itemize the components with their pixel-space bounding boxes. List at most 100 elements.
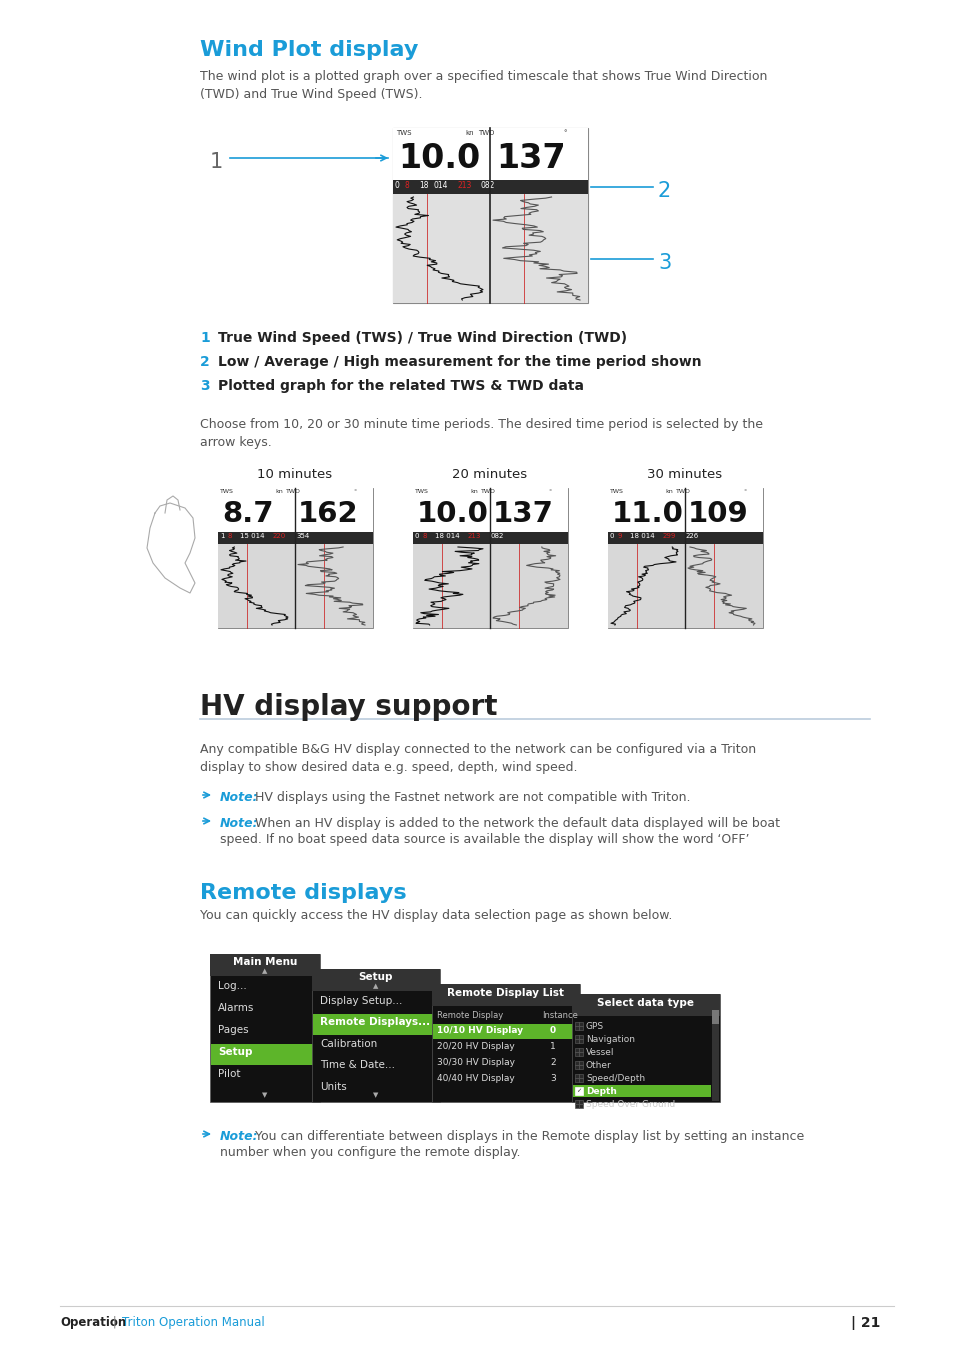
Text: 15 014: 15 014 (240, 533, 264, 539)
Text: TWS: TWS (415, 489, 429, 494)
Bar (312, 969, 439, 991)
Text: 226: 226 (685, 533, 699, 539)
Bar (575, 1087, 582, 1095)
Text: 082: 082 (480, 181, 495, 190)
Text: TWS: TWS (395, 130, 411, 136)
Text: 40/40 HV Display: 40/40 HV Display (436, 1075, 515, 1083)
Bar (218, 532, 373, 544)
Bar (413, 487, 567, 532)
Text: Calibration: Calibration (319, 1038, 376, 1049)
Text: 213: 213 (457, 181, 472, 190)
Text: TWD: TWD (477, 130, 494, 136)
Text: 213: 213 (468, 533, 481, 539)
Bar (607, 487, 762, 628)
Text: 18: 18 (418, 181, 428, 190)
Bar (711, 1010, 719, 1025)
Text: Choose from 10, 20 or 30 minute time periods. The desired time period is selecte: Choose from 10, 20 or 30 minute time per… (200, 418, 762, 450)
Text: 8: 8 (405, 181, 410, 190)
Text: 137: 137 (496, 142, 565, 176)
Text: 30 minutes: 30 minutes (647, 468, 721, 481)
Bar (413, 544, 567, 628)
Bar (393, 128, 587, 180)
Text: °: ° (547, 489, 551, 494)
Text: TWS: TWS (609, 489, 623, 494)
Bar (210, 954, 319, 976)
Text: 20 minutes: 20 minutes (452, 468, 527, 481)
Text: 8.7: 8.7 (222, 500, 274, 528)
Bar (573, 1085, 710, 1098)
Text: GPS: GPS (585, 1022, 603, 1031)
Text: 11.0: 11.0 (612, 500, 683, 528)
Bar (211, 1044, 318, 1065)
Text: 137: 137 (493, 500, 554, 528)
Bar (575, 1035, 582, 1044)
Bar (575, 1075, 582, 1081)
Text: TWD: TWD (286, 489, 300, 494)
Bar (607, 532, 762, 544)
Text: speed. If no boat speed data source is available the display will show the word : speed. If no boat speed data source is a… (220, 833, 749, 846)
Text: 2: 2 (200, 355, 210, 369)
Text: 3: 3 (550, 1075, 556, 1083)
Bar (313, 1014, 438, 1035)
Text: ✓: ✓ (576, 1088, 580, 1094)
Text: Time & Date...: Time & Date... (319, 1060, 395, 1071)
Text: | 21: | 21 (850, 1316, 879, 1330)
Text: 220: 220 (273, 533, 286, 539)
Text: number when you configure the remote display.: number when you configure the remote dis… (220, 1146, 520, 1160)
Text: 162: 162 (297, 500, 358, 528)
Bar (393, 128, 587, 140)
Text: You can differentiate between displays in the Remote display list by setting an : You can differentiate between displays i… (251, 1130, 803, 1143)
Text: ▼: ▼ (262, 1092, 268, 1098)
Text: Alarms: Alarms (218, 1003, 254, 1012)
Text: 18 014: 18 014 (629, 533, 654, 539)
Text: Triton Operation Manual: Triton Operation Manual (122, 1316, 265, 1328)
Text: 0: 0 (609, 533, 614, 539)
Text: Depth: Depth (585, 1087, 617, 1096)
Text: Display Setup...: Display Setup... (319, 996, 402, 1006)
Text: kn: kn (664, 489, 672, 494)
Text: 1: 1 (210, 153, 223, 171)
Text: Remote displays: Remote displays (200, 883, 406, 903)
Bar (432, 984, 579, 1006)
Text: 299: 299 (662, 533, 676, 539)
Text: kn: kn (470, 489, 477, 494)
Text: 0: 0 (395, 181, 399, 190)
Bar (218, 487, 373, 628)
Text: °: ° (742, 489, 745, 494)
Text: Main Menu: Main Menu (233, 957, 297, 967)
Text: Remote Display List: Remote Display List (447, 988, 564, 998)
Text: Wind Plot display: Wind Plot display (200, 40, 418, 59)
Text: ▲: ▲ (262, 968, 268, 973)
Text: 0: 0 (550, 1026, 556, 1035)
Text: 109: 109 (687, 500, 748, 528)
Text: °: ° (353, 489, 355, 494)
Text: 8: 8 (422, 533, 427, 539)
Text: Log...: Log... (218, 981, 247, 991)
Text: 3: 3 (200, 379, 210, 393)
Text: Speed/Depth: Speed/Depth (585, 1075, 644, 1083)
Bar (575, 1100, 582, 1108)
Text: Other: Other (585, 1061, 611, 1071)
Bar (572, 994, 720, 1102)
Text: 18 014: 18 014 (435, 533, 459, 539)
Bar (312, 969, 439, 1102)
Text: kn: kn (464, 130, 473, 136)
Bar (393, 194, 587, 302)
Text: 0: 0 (415, 533, 419, 539)
Bar (413, 532, 567, 544)
Polygon shape (147, 504, 194, 593)
Text: The wind plot is a plotted graph over a specified timescale that shows True Wind: The wind plot is a plotted graph over a … (200, 70, 766, 101)
Bar (393, 128, 587, 302)
Bar (575, 1022, 582, 1030)
Bar (711, 1017, 719, 1102)
Text: 082: 082 (491, 533, 504, 539)
Text: HV displays using the Fastnet network are not compatible with Triton.: HV displays using the Fastnet network ar… (251, 791, 690, 805)
Text: Pages: Pages (218, 1025, 249, 1035)
Text: 20/20 HV Display: 20/20 HV Display (436, 1042, 515, 1052)
Text: ▼: ▼ (373, 1092, 378, 1098)
Text: Setup: Setup (218, 1048, 253, 1057)
Text: 10/10 HV Display: 10/10 HV Display (436, 1026, 522, 1035)
Text: Note:: Note: (220, 817, 258, 830)
Text: Remote Display: Remote Display (436, 1011, 503, 1021)
Bar (607, 544, 762, 628)
